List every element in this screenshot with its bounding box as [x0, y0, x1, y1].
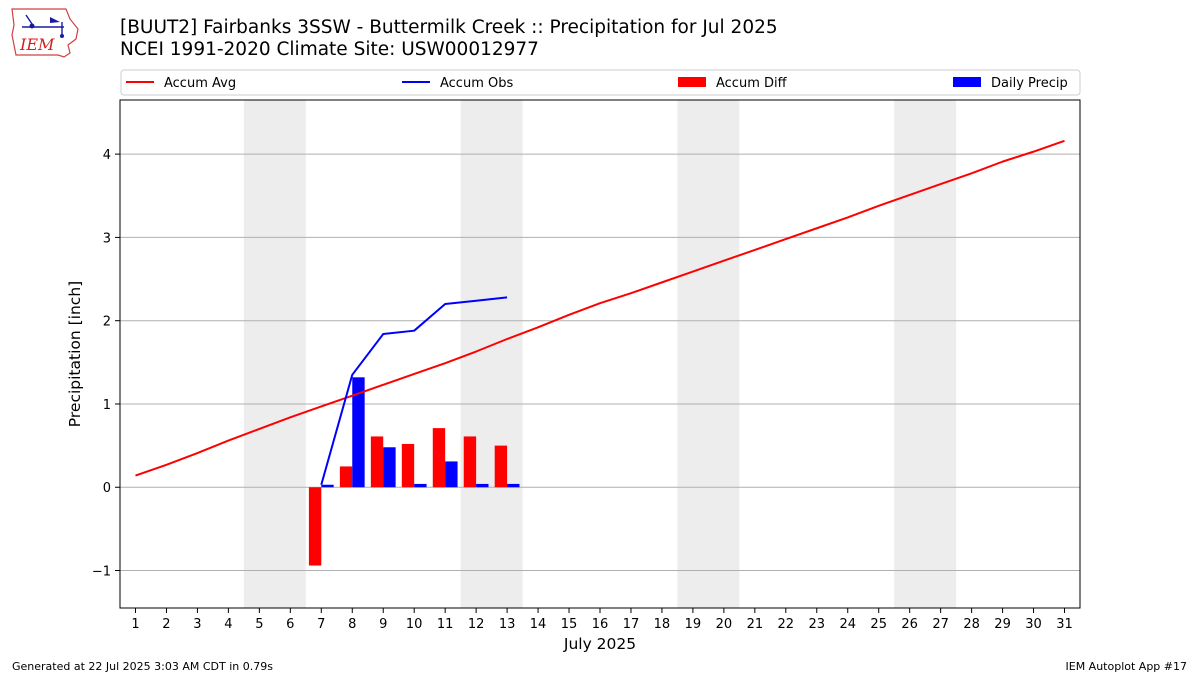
- y-tick-label: 1: [103, 398, 111, 413]
- iem-logo: IEM: [11, 8, 79, 58]
- daily-precip-bar: [321, 484, 334, 488]
- daily-precip-bar: [383, 447, 396, 488]
- daily-precip-bar: [507, 483, 520, 488]
- x-tick-label: 20: [716, 617, 733, 632]
- daily-precip-bar: [476, 483, 489, 488]
- daily-precip-bar: [414, 483, 427, 488]
- y-tick-label: 0: [103, 481, 111, 496]
- chart-title: [BUUT2] Fairbanks 3SSW - Buttermilk Cree…: [120, 17, 778, 38]
- x-tick-label: 12: [468, 617, 485, 632]
- weekend-shade: [677, 100, 740, 608]
- accum-diff-bar: [370, 436, 384, 488]
- legend-bar-swatch: [953, 77, 981, 87]
- x-tick-label: 18: [654, 617, 671, 632]
- precipitation-chart: 1 2 3 4 5 6 7 8 9 10 11 12 13 14 15 16 17 18 19 20 21 22 23 24 2…: [66, 69, 1081, 653]
- x-tick-label: 4: [224, 617, 232, 632]
- app-label: IEM Autoplot App #17: [1065, 660, 1188, 673]
- x-tick-label: 6: [286, 617, 294, 632]
- x-tick-label: 17: [623, 617, 640, 632]
- weekend-shade: [894, 100, 957, 608]
- x-tick-label: 13: [499, 617, 516, 632]
- accum-diff-bar: [494, 445, 508, 488]
- x-tick-label: 29: [994, 617, 1011, 632]
- x-tick-label: 21: [747, 617, 764, 632]
- x-tick-label: 26: [901, 617, 918, 632]
- x-tick-label: 28: [963, 617, 980, 632]
- legend-label: Daily Precip: [991, 76, 1068, 91]
- accum-diff-bar: [432, 428, 446, 488]
- x-tick-label: 7: [317, 617, 325, 632]
- x-tick-label: 2: [162, 617, 170, 632]
- x-tick-label: 9: [379, 617, 387, 632]
- weekend-shade: [243, 100, 306, 608]
- legend-label: Accum Avg: [164, 76, 236, 91]
- x-tick-label: 8: [348, 617, 356, 632]
- x-tick-label: 11: [437, 617, 454, 632]
- y-tick-label: 3: [103, 231, 111, 246]
- x-tick-label: 25: [870, 617, 887, 632]
- x-tick-label: 14: [530, 617, 547, 632]
- chart-subtitle: NCEI 1991-2020 Climate Site: USW00012977: [120, 39, 539, 60]
- x-tick-label: 27: [932, 617, 949, 632]
- accum-diff-bar: [401, 443, 415, 488]
- x-tick-label: 3: [193, 617, 201, 632]
- x-tick-label: 16: [592, 617, 609, 632]
- accum-obs-line: [320, 296, 508, 486]
- legend-bar-swatch: [678, 77, 706, 87]
- x-tick-label: 24: [839, 617, 856, 632]
- svg-text:IEM: IEM: [19, 35, 55, 54]
- accum-avg-line: [135, 139, 1065, 477]
- accum-diff-bar: [308, 487, 322, 566]
- x-tick-label: 23: [809, 617, 826, 632]
- x-tick-label: 5: [255, 617, 263, 632]
- x-tick-label: 15: [561, 617, 578, 632]
- x-tick-label: 1: [131, 617, 139, 632]
- generated-timestamp: Generated at 22 Jul 2025 3:03 AM CDT in …: [12, 660, 273, 673]
- x-tick-label: 22: [778, 617, 795, 632]
- x-tick-label: 19: [685, 617, 702, 632]
- x-tick-label: 30: [1025, 617, 1042, 632]
- x-tick-label: 31: [1056, 617, 1073, 632]
- y-tick-label: −1: [92, 565, 111, 580]
- legend-box: [120, 69, 1081, 96]
- legend-label: Accum Obs: [440, 76, 513, 91]
- x-axis-label: July 2025: [563, 635, 636, 653]
- x-tick-label: 10: [406, 617, 423, 632]
- y-tick-label: 4: [103, 148, 111, 163]
- y-tick-label: 2: [103, 315, 111, 330]
- daily-precip-bar: [352, 377, 365, 488]
- legend-label: Accum Diff: [716, 76, 788, 91]
- accum-diff-bar: [339, 466, 353, 488]
- y-axis-label: Precipitation [inch]: [66, 281, 84, 427]
- daily-precip-bar: [445, 461, 458, 488]
- accum-diff-bar: [463, 436, 477, 488]
